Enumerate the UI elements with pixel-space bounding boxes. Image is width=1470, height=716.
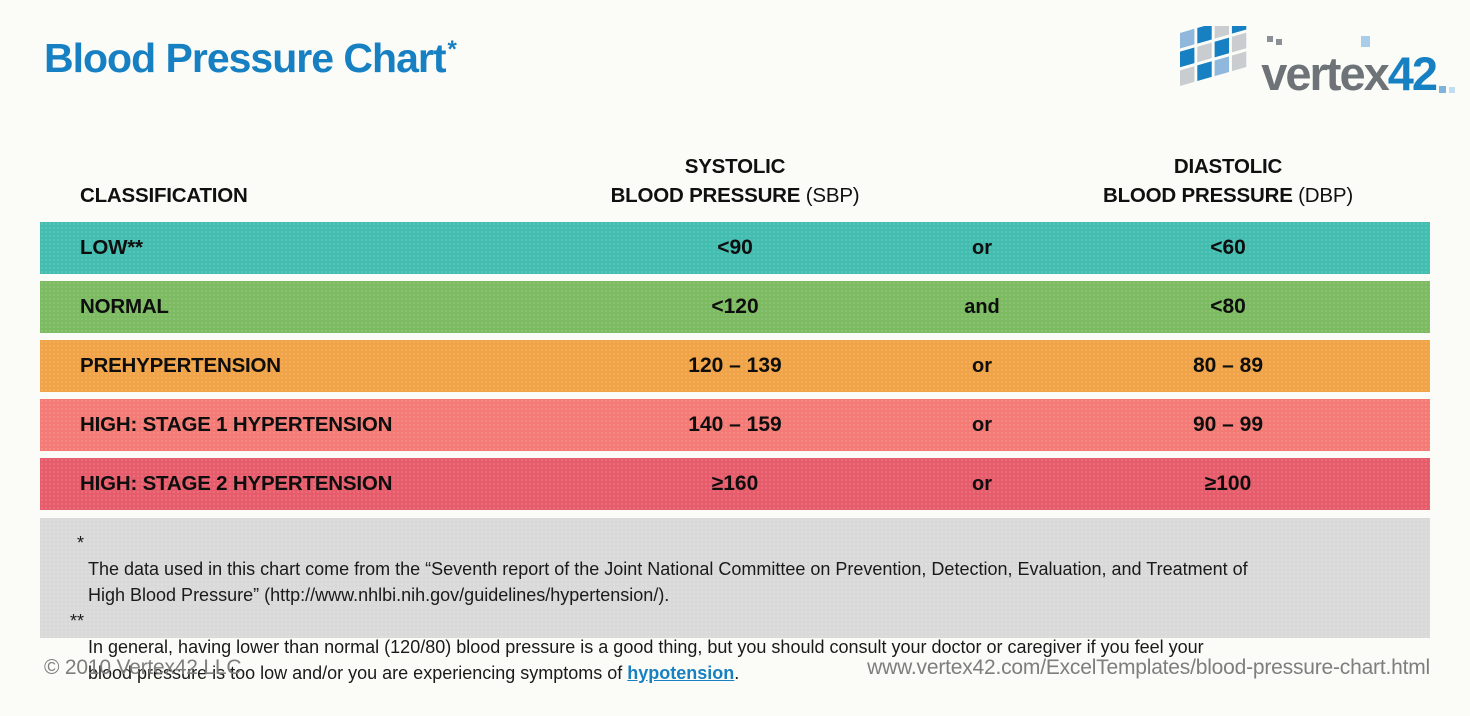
connector-cell: or bbox=[972, 472, 992, 495]
hypotension-link[interactable]: hypotension bbox=[627, 663, 735, 683]
vertex42-wordmark: vertex42 bbox=[1261, 36, 1455, 100]
footnote-marker: * bbox=[76, 533, 84, 553]
connector-cell: or bbox=[972, 413, 992, 436]
page-title-text: Blood Pressure Chart bbox=[44, 35, 446, 81]
systolic-cell: <90 bbox=[717, 236, 753, 259]
classification-cell: PREHYPERTENSION bbox=[80, 354, 281, 377]
logo-dot-icon bbox=[1267, 36, 1274, 42]
footnote-period: . bbox=[734, 663, 740, 683]
diastolic-cell: <80 bbox=[1210, 295, 1246, 318]
logo-text-gray: vertex bbox=[1261, 47, 1389, 100]
classification-cell: HIGH: STAGE 1 HYPERTENSION bbox=[80, 413, 393, 436]
logo-dot-icon bbox=[1439, 86, 1446, 93]
vertex42-logo: vertex42 bbox=[1164, 13, 1455, 107]
logo-dot-icon bbox=[1449, 87, 1455, 93]
table-row-stage2-hypertension: HIGH: STAGE 2 HYPERTENSION ≥160 or ≥100 bbox=[40, 458, 1430, 510]
footnote-source: * The data used in this chart come from t… bbox=[40, 530, 1412, 608]
connector-cell: and bbox=[964, 295, 1000, 318]
logo-dot-icon bbox=[1361, 36, 1370, 47]
copyright-text: © 2010 Vertex42 LLC bbox=[44, 656, 242, 679]
connector-cell: or bbox=[972, 354, 992, 377]
table-row-normal: NORMAL <120 and <80 bbox=[40, 281, 1430, 333]
column-header-systolic: SYSTOLIC BLOOD PRESSURE (SBP) bbox=[610, 155, 860, 207]
vertex42-logo-mosaic-icon bbox=[1164, 13, 1252, 107]
source-url-text: www.vertex42.com/ExcelTemplates/blood-pr… bbox=[867, 656, 1430, 679]
column-header-classification: CLASSIFICATION bbox=[80, 184, 248, 207]
logo-text-blue: 42 bbox=[1387, 47, 1438, 100]
table-header-row: CLASSIFICATION SYSTOLIC BLOOD PRESSURE (… bbox=[40, 146, 1430, 210]
diastolic-cell: 90 – 99 bbox=[1192, 413, 1264, 436]
classification-cell: LOW** bbox=[80, 236, 143, 259]
footnote-marker: ** bbox=[69, 611, 84, 631]
page-title: Blood Pressure Chart* bbox=[44, 34, 457, 83]
diastolic-cell: ≥100 bbox=[1204, 472, 1252, 495]
table-row-stage1-hypertension: HIGH: STAGE 1 HYPERTENSION 140 – 159 or … bbox=[40, 399, 1430, 451]
diastolic-cell: <60 bbox=[1210, 236, 1246, 259]
table-row-prehypertension: PREHYPERTENSION 120 – 139 or 80 – 89 bbox=[40, 340, 1430, 392]
footnote-low-bp: ** In general, having lower than normal (… bbox=[40, 608, 1412, 686]
column-header-diastolic: DIASTOLIC BLOOD PRESSURE (DBP) bbox=[1102, 155, 1353, 207]
title-asterisk: * bbox=[447, 36, 457, 63]
footnote-low-bp-text: In general, having lower than normal (12… bbox=[88, 637, 1204, 683]
systolic-cell: 140 – 159 bbox=[688, 413, 782, 436]
classification-cell: HIGH: STAGE 2 HYPERTENSION bbox=[80, 472, 393, 495]
classification-cell: NORMAL bbox=[80, 295, 169, 318]
diastolic-cell: 80 – 89 bbox=[1192, 354, 1264, 377]
logo-dot-icon bbox=[1276, 39, 1283, 45]
table-row-low: LOW** <90 or <60 bbox=[40, 222, 1430, 274]
systolic-cell: <120 bbox=[711, 295, 759, 318]
connector-cell: or bbox=[972, 236, 992, 259]
footnote-box: * The data used in this chart come from t… bbox=[40, 518, 1430, 683]
systolic-cell: ≥160 bbox=[711, 472, 759, 495]
footnote-source-text: The data used in this chart come from th… bbox=[88, 559, 1248, 605]
systolic-cell: 120 – 139 bbox=[688, 354, 782, 377]
